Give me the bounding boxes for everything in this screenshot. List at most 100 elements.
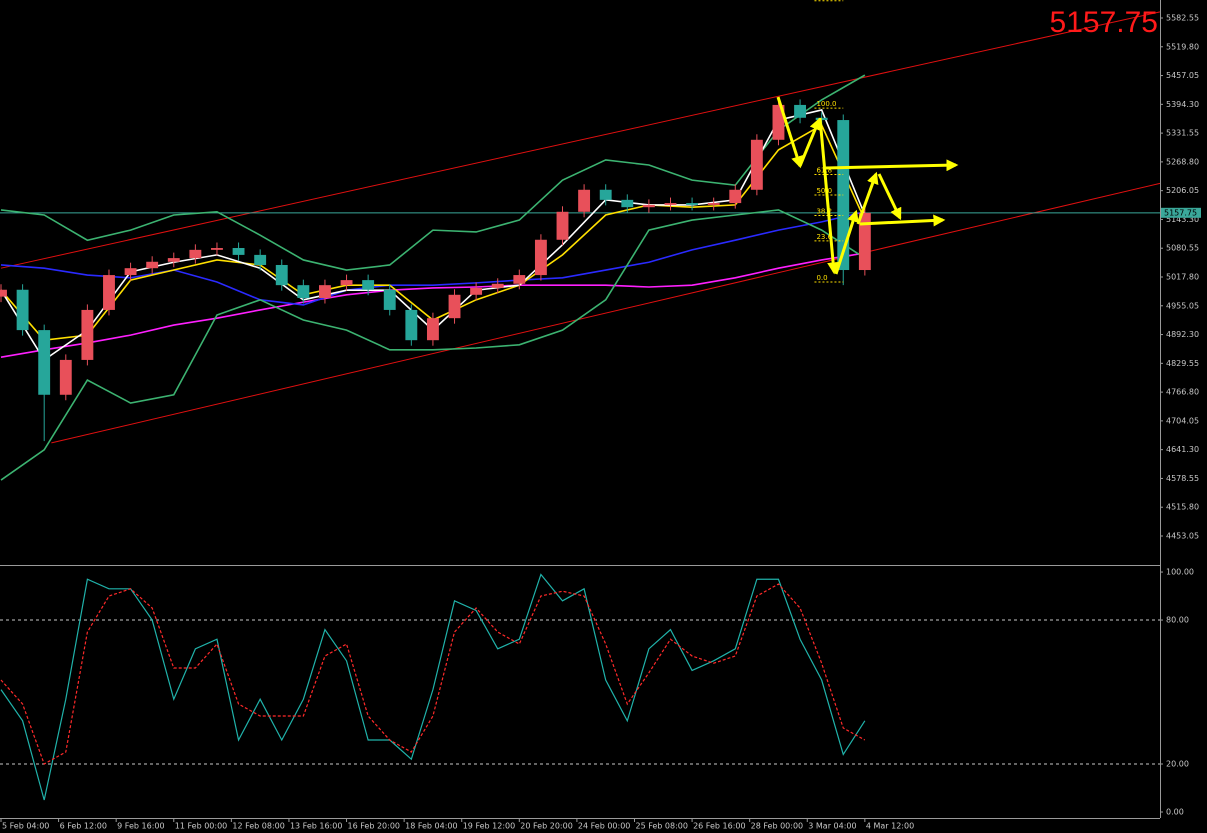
candle-body <box>729 189 742 204</box>
x-tick-label: 13 Feb 16:00 <box>290 822 342 831</box>
candle-body <box>340 280 353 286</box>
y-tick-label: 5017.80 <box>1166 272 1199 281</box>
candle-body <box>254 254 267 265</box>
candle-body <box>858 212 871 271</box>
candle-body <box>405 309 418 341</box>
drawing-arrow <box>825 159 959 172</box>
trendline <box>0 11 1161 269</box>
x-tick-label: 9 Feb 16:00 <box>117 822 164 831</box>
candle-body <box>448 294 461 319</box>
candle-body <box>59 359 72 395</box>
drawing-arrow <box>856 171 879 225</box>
candle-body <box>556 211 569 240</box>
candle-body <box>513 275 526 284</box>
fib-label: 23.6 <box>816 233 832 241</box>
y-tick-label: 80.00 <box>1166 616 1189 625</box>
candle-body <box>772 104 785 140</box>
y-tick-label: 5143.30 <box>1166 215 1199 224</box>
fib-label: 161.8 <box>816 0 836 1</box>
candle-body <box>103 275 115 310</box>
indicator-line <box>0 209 866 481</box>
drawing-arrow <box>818 117 840 275</box>
fib-label: 50.0 <box>816 187 832 195</box>
trendline <box>51 182 1161 444</box>
candle-body <box>578 189 591 212</box>
y-tick-label: 5457.05 <box>1166 71 1199 80</box>
candle-body <box>81 309 94 360</box>
current-price-label: 5157.75 <box>1164 208 1197 217</box>
fib-label: 38.2 <box>816 208 832 216</box>
candle-body <box>383 289 396 310</box>
candle-body <box>534 239 547 276</box>
y-tick-label: 5268.80 <box>1166 157 1199 166</box>
candle-body <box>664 203 677 205</box>
y-tick-label: 5331.55 <box>1166 129 1199 138</box>
drawing-arrow <box>798 117 821 167</box>
y-tick-label: 4453.05 <box>1166 531 1199 540</box>
x-tick-label: 19 Feb 12:00 <box>463 822 515 831</box>
candle-body <box>319 285 331 299</box>
drawing-arrows <box>776 96 959 275</box>
candle-body <box>167 258 180 262</box>
candle-body <box>297 285 310 299</box>
y-tick-label: 4892.30 <box>1166 330 1199 339</box>
candle-body <box>491 283 504 288</box>
indicator-line <box>0 74 866 271</box>
indicator-line <box>0 252 865 358</box>
x-tick-label: 6 Feb 12:00 <box>60 822 107 831</box>
y-tick-label: 0.00 <box>1166 808 1184 817</box>
candle-body <box>189 249 202 259</box>
candle-body <box>686 203 699 205</box>
candle-body <box>815 117 828 121</box>
current-price-box <box>1161 207 1201 218</box>
x-tick-label: 28 Feb 00:00 <box>751 822 803 831</box>
candle-body <box>750 139 763 190</box>
y-tick-label: 5206.05 <box>1166 186 1199 195</box>
candle-body <box>794 104 807 118</box>
y-tick-label: 20.00 <box>1166 760 1189 769</box>
candle-body <box>470 287 483 295</box>
x-tick-label: 11 Feb 00:00 <box>175 822 227 831</box>
x-tick-label: 26 Feb 16:00 <box>693 822 745 831</box>
y-tick-label: 5519.80 <box>1166 42 1199 51</box>
x-tick-label: 16 Feb 20:00 <box>348 822 400 831</box>
x-tick-label: 20 Feb 20:00 <box>520 822 572 831</box>
y-tick-label: 5080.55 <box>1166 244 1199 253</box>
x-tick-label: 4 Mar 12:00 <box>866 822 914 831</box>
indicator-line <box>0 211 866 306</box>
y-tick-label: 4829.55 <box>1166 359 1199 368</box>
drawing-arrow <box>776 96 803 169</box>
y-tick-label: 4515.80 <box>1166 503 1199 512</box>
fib-label: 0.0 <box>816 274 827 282</box>
candle-body <box>0 289 7 297</box>
y-tick-label: 4704.05 <box>1166 416 1199 425</box>
candle-body <box>599 189 612 200</box>
candle-body <box>621 199 634 208</box>
oscillator-line <box>0 573 866 801</box>
x-tick-label: 25 Feb 08:00 <box>635 822 687 831</box>
candle-body <box>124 268 137 276</box>
candle-body <box>707 203 720 205</box>
x-tick-label: 3 Mar 04:00 <box>808 822 856 831</box>
candle-body <box>38 330 51 395</box>
drawing-arrow <box>859 214 946 227</box>
y-tick-label: 4766.80 <box>1166 388 1199 397</box>
x-tick-label: 5 Feb 04:00 <box>2 822 49 831</box>
drawing-arrow <box>877 173 902 221</box>
drawing-arrow <box>834 209 859 275</box>
x-tick-label: 12 Feb 08:00 <box>232 822 284 831</box>
current-price-big: 5157.75 <box>1050 6 1158 39</box>
candle-body <box>211 248 223 250</box>
fib-label: 100.0 <box>816 100 836 108</box>
candle-body <box>642 204 655 208</box>
y-tick-label: 5394.30 <box>1166 100 1199 109</box>
candle-body <box>232 248 245 255</box>
x-tick-label: 18 Feb 04:00 <box>405 822 457 831</box>
y-tick-label: 4578.55 <box>1166 474 1199 483</box>
candle-body <box>426 318 439 341</box>
candle-body <box>362 280 375 290</box>
